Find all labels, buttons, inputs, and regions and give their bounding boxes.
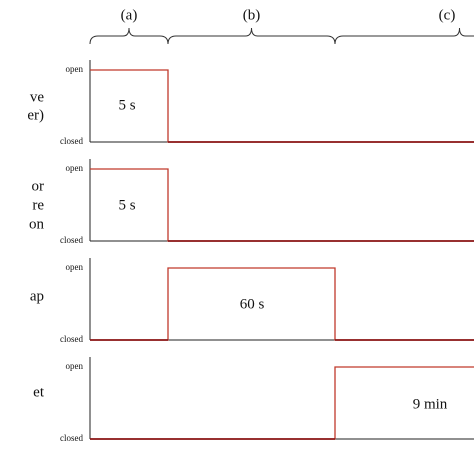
closed-label: closed [60,334,83,344]
duration: 5 s [118,97,135,113]
signal [90,168,474,242]
open-label: open [66,64,84,74]
row-label: er) [27,107,44,123]
closed-label: closed [60,235,83,245]
row-label: et [33,384,45,400]
row-label: or [32,178,45,194]
duration: 5 s [118,197,135,213]
brace [167,27,336,45]
closed-label: closed [60,433,83,443]
brace [334,27,474,45]
open-label: open [66,262,84,272]
phase-label: (c) [439,7,456,23]
duration: 60 s [240,296,265,312]
row-label: on [29,216,45,232]
duration: 9 min [413,396,448,412]
row-label: ap [30,288,44,304]
brace [89,27,169,45]
phase-label: (b) [243,7,261,23]
row-label: re [32,197,44,213]
closed-label: closed [60,136,83,146]
row-label: ve [30,89,45,105]
phase-label: (a) [121,7,138,23]
signal [90,267,474,341]
open-label: open [66,163,84,173]
signal [90,69,474,143]
open-label: open [66,361,84,371]
